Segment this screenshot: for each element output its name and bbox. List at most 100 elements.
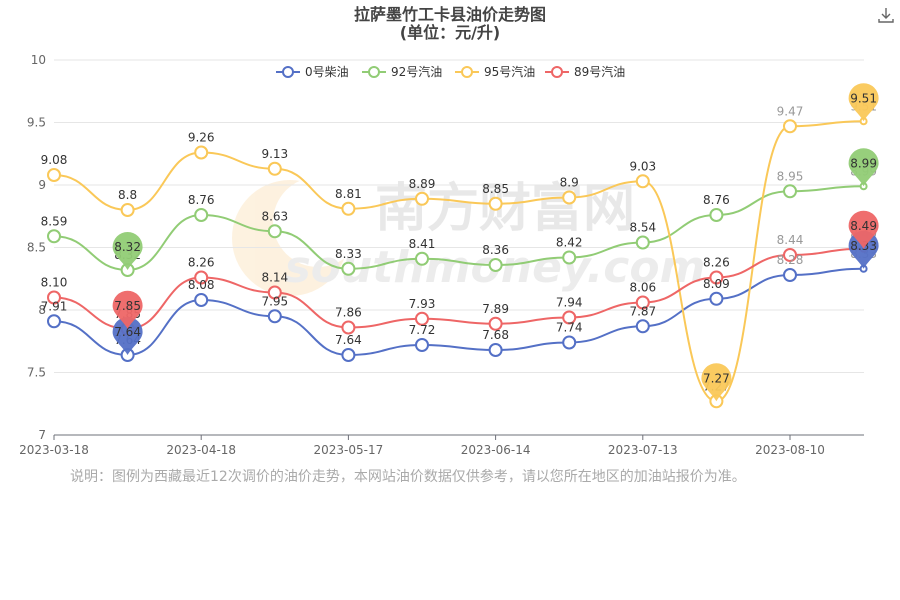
data-point[interactable] <box>415 251 429 266</box>
watermark: 南方财富网 southmoney.com <box>232 177 705 296</box>
data-point[interactable] <box>341 201 356 216</box>
x-tick-label: 2023-05-17 <box>314 443 384 457</box>
data-point[interactable] <box>488 343 503 357</box>
data-label: 8.33 <box>335 247 362 261</box>
legend-item[interactable]: 92号汽油 <box>362 64 442 79</box>
data-point[interactable] <box>488 258 503 272</box>
download-icon[interactable] <box>876 5 896 25</box>
min-marker-label: 7.64 <box>114 325 141 339</box>
data-point[interactable] <box>415 338 429 352</box>
y-tick-label: 10 <box>31 53 46 67</box>
data-label: 7.94 <box>556 296 583 310</box>
data-label: 9.03 <box>629 159 656 173</box>
data-label: 8.08 <box>188 278 215 292</box>
data-point[interactable] <box>709 208 724 222</box>
y-tick-label: 9.5 <box>27 116 46 130</box>
data-label: 8.85 <box>482 182 509 196</box>
data-point[interactable] <box>635 295 650 310</box>
grid: 77.588.599.510 <box>27 53 864 442</box>
x-tick-label: 2023-06-14 <box>461 443 531 457</box>
data-point[interactable] <box>267 224 282 239</box>
max-marker-label: 8.49 <box>850 219 877 233</box>
data-point[interactable] <box>783 248 797 262</box>
data-label: 8.9 <box>560 176 579 190</box>
data-label: 9.26 <box>188 131 215 145</box>
data-label: 8.59 <box>41 214 68 228</box>
chart-note: 说明：图例为西藏最近12次调价的油价走势，本网站油价数据仅供参考，请以您所在地区… <box>70 469 746 485</box>
data-label: 7.95 <box>261 294 288 308</box>
data-label: 8.95 <box>777 169 804 183</box>
data-point[interactable] <box>267 309 282 324</box>
data-point[interactable] <box>783 184 797 199</box>
data-point[interactable] <box>194 145 209 160</box>
data-point[interactable] <box>709 291 724 306</box>
data-label: 9.08 <box>41 153 68 167</box>
data-point[interactable] <box>341 320 356 335</box>
data-point[interactable] <box>783 119 797 134</box>
legend-marker <box>551 66 563 78</box>
data-point[interactable] <box>709 270 724 285</box>
legend-marker <box>461 66 473 78</box>
data-label: 8.26 <box>188 256 215 270</box>
min-marker-label: 7.85 <box>114 299 141 313</box>
legend-item[interactable]: 0号柴油 <box>276 65 349 79</box>
data-point[interactable] <box>194 293 209 307</box>
legend: 0号柴油 92号汽油 95号汽油 89号汽油 <box>276 64 625 79</box>
data-point[interactable] <box>562 190 577 205</box>
data-point[interactable] <box>194 270 209 285</box>
data-point[interactable] <box>635 174 650 189</box>
legend-label: 92号汽油 <box>391 64 442 79</box>
data-label: 8.41 <box>409 237 436 251</box>
data-point[interactable] <box>635 319 650 334</box>
legend-marker <box>368 66 380 78</box>
min-marker: 7.27 <box>701 363 732 402</box>
data-label: 7.72 <box>409 323 436 337</box>
data-point[interactable] <box>562 335 577 350</box>
data-label: 7.89 <box>482 302 509 316</box>
data-point[interactable] <box>488 316 503 331</box>
data-label: 7.91 <box>41 299 68 313</box>
data-point[interactable] <box>47 168 61 182</box>
data-point[interactable] <box>120 203 135 217</box>
y-tick-label: 8 <box>38 303 46 317</box>
data-label: 8.36 <box>482 243 509 257</box>
data-label: 7.86 <box>335 306 362 320</box>
max-marker: 8.99 <box>848 148 879 187</box>
data-point[interactable] <box>194 208 209 222</box>
max-marker: 8.49 <box>848 210 879 249</box>
x-tick-label: 2023-08-10 <box>755 443 825 457</box>
data-point[interactable] <box>562 250 577 265</box>
data-point[interactable] <box>415 311 429 326</box>
data-point[interactable] <box>47 314 61 329</box>
data-point[interactable] <box>267 285 282 300</box>
max-marker-label: 9.51 <box>850 91 877 105</box>
data-label: 8.28 <box>777 253 804 267</box>
data-point[interactable] <box>341 348 356 362</box>
data-label: 8.63 <box>261 209 288 223</box>
data-point[interactable] <box>267 161 282 176</box>
data-point[interactable] <box>562 310 577 325</box>
min-marker: 7.64 <box>112 317 143 355</box>
data-point[interactable] <box>488 196 503 211</box>
min-marker: 7.85 <box>112 290 143 329</box>
series-layer <box>47 117 868 409</box>
x-tick-label: 2023-03-18 <box>19 443 89 457</box>
min-marker-label: 8.32 <box>114 240 141 254</box>
data-point[interactable] <box>635 235 650 250</box>
data-label: 7.68 <box>482 328 509 342</box>
data-point[interactable] <box>415 191 429 206</box>
data-point[interactable] <box>47 290 61 305</box>
data-label: 9.13 <box>261 147 288 161</box>
legend-item[interactable]: 95号汽油 <box>455 64 535 79</box>
data-point[interactable] <box>341 261 356 276</box>
data-label: 8.42 <box>556 236 583 250</box>
data-label: 8.14 <box>261 271 288 285</box>
data-point[interactable] <box>783 268 797 282</box>
extreme-markers: 7.64 8.33 8.32 8.99 7.27 9.51 7.85 8.49 <box>112 83 879 402</box>
data-label: 8.44 <box>777 233 804 247</box>
data-point[interactable] <box>47 229 61 244</box>
legend-item[interactable]: 89号汽油 <box>545 64 625 79</box>
data-label: 7.74 <box>556 321 583 335</box>
y-tick-label: 9 <box>38 178 46 192</box>
